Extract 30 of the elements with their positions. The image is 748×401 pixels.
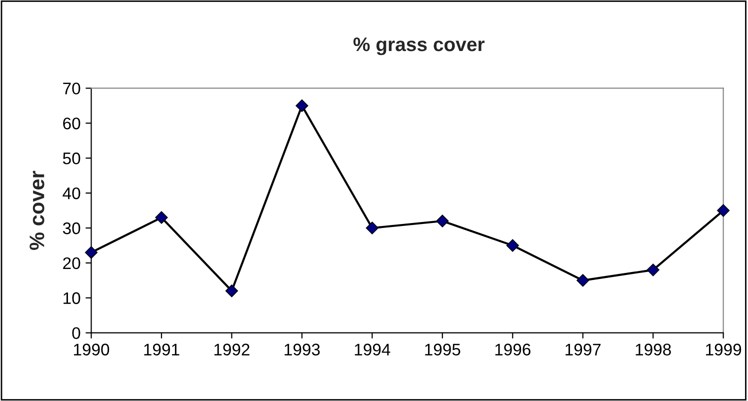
y-tick-label: 30 <box>62 222 80 234</box>
point <box>717 204 730 217</box>
x-tick-label: 1996 <box>495 344 530 356</box>
x-tick-label: 1995 <box>425 344 460 356</box>
y-axis-title: % cover <box>30 170 44 250</box>
point <box>84 246 98 259</box>
x-tick-label: 1993 <box>284 344 320 356</box>
x-tick-label: 1997 <box>566 344 601 356</box>
y-tick-label: 60 <box>63 118 80 130</box>
y-tick-label: 10 <box>64 292 80 304</box>
x-tick-label: 1990 <box>74 344 110 356</box>
point <box>296 99 308 112</box>
y-tick-label: 50 <box>62 152 80 164</box>
x-tick-label: 1998 <box>636 344 671 356</box>
x-tick-label: 1999 <box>706 344 742 356</box>
y-tick-label: 0 <box>72 327 80 340</box>
y-tick-label: 20 <box>63 257 80 270</box>
x-tick-label: 1992 <box>214 344 250 356</box>
y-tick-label: 40 <box>62 187 80 200</box>
x-tick-label: 1991 <box>144 344 180 356</box>
point <box>576 274 590 287</box>
point <box>436 214 449 228</box>
point <box>155 211 168 224</box>
point <box>506 239 519 252</box>
chart-title: % grass cover <box>353 38 485 56</box>
x-tick-label: 1994 <box>354 344 390 356</box>
point <box>646 264 660 276</box>
point <box>366 222 378 234</box>
point <box>225 284 238 298</box>
y-tick-label: 70 <box>63 82 80 94</box>
